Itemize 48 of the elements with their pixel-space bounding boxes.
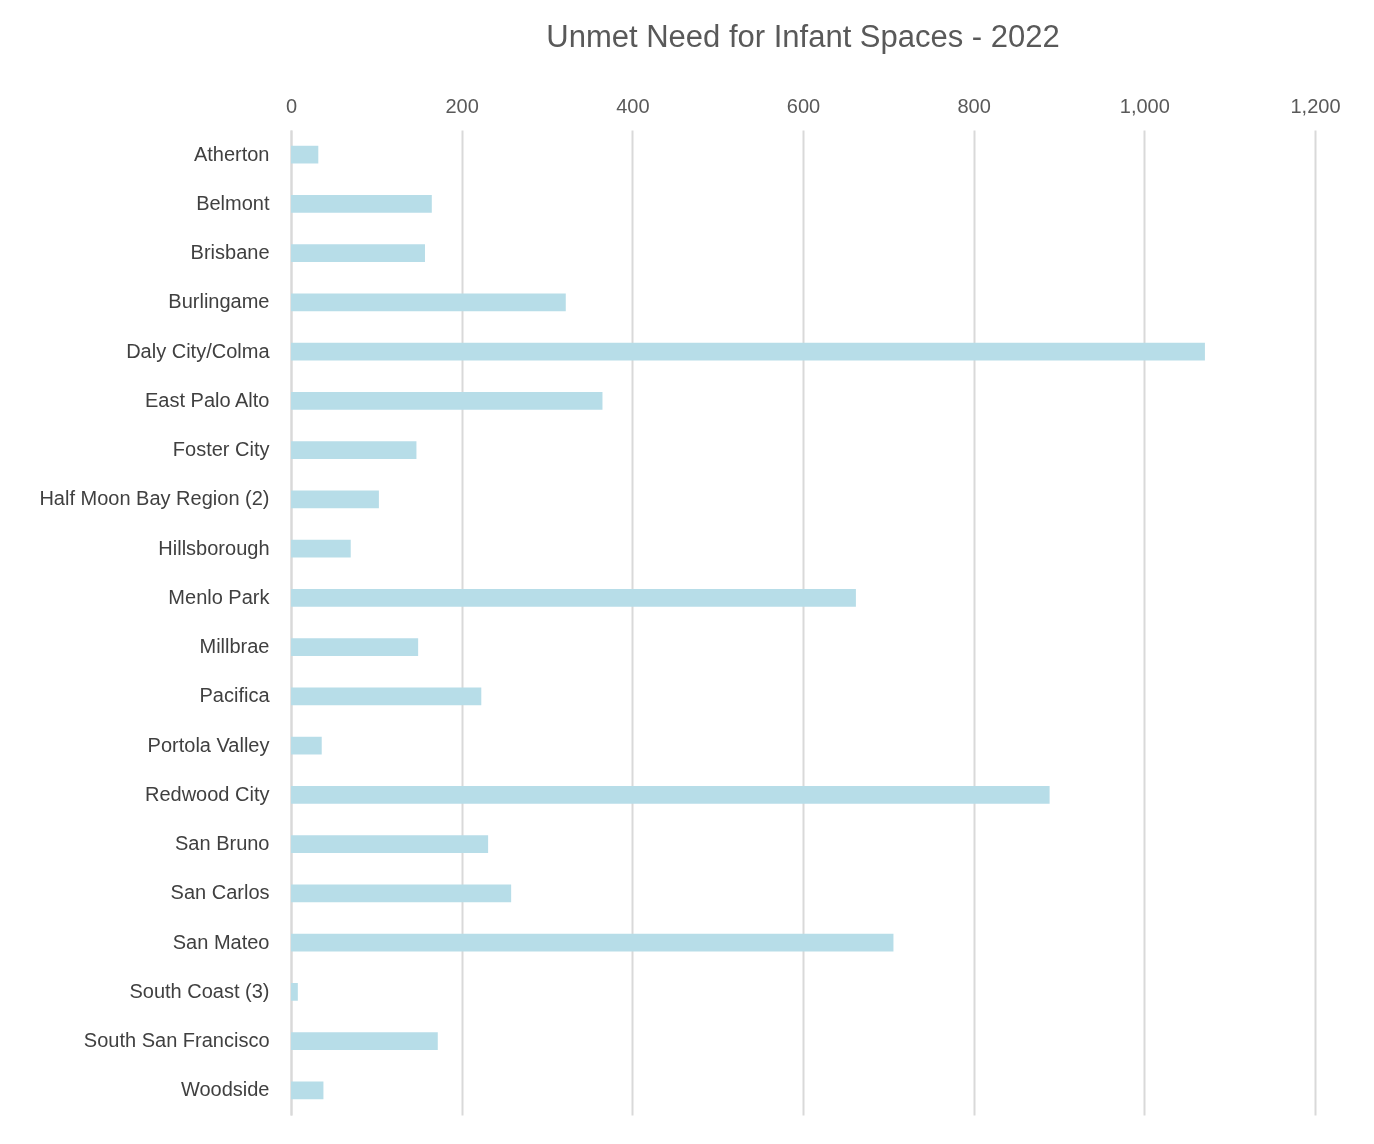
bar — [291, 293, 566, 312]
bar — [291, 786, 1050, 804]
chart-title: Unmet Need for Infant Spaces - 2022 — [546, 19, 1060, 54]
y-tick-label: Daly City/Colma — [126, 339, 271, 362]
bar — [291, 539, 351, 558]
bar — [291, 983, 298, 1001]
x-tick-label: 600 — [786, 94, 821, 117]
x-tick-label: 400 — [616, 94, 650, 117]
bar — [291, 1032, 438, 1050]
bar — [291, 441, 417, 459]
bar — [291, 244, 425, 262]
y-tick-label: Half Moon Bay Region (2) — [39, 487, 270, 510]
y-tick-label: East Palo Alto — [144, 388, 270, 411]
y-tick-label: Belmont — [196, 191, 270, 214]
x-tick-label: 1,200 — [1290, 94, 1341, 117]
y-tick-label: Portola Valley — [147, 733, 270, 756]
y-tick-label: Redwood City — [144, 782, 270, 805]
y-tick-label: Millbrae — [199, 635, 270, 658]
y-tick-label: Pacifica — [199, 684, 271, 707]
y-tick-label: Menlo Park — [168, 585, 271, 608]
bar — [291, 736, 322, 755]
bar — [291, 933, 894, 952]
x-tick-label: 200 — [445, 94, 479, 117]
y-tick-label: San Carlos — [170, 881, 270, 904]
x-tick-label: 800 — [957, 94, 991, 117]
y-tick-label: San Mateo — [172, 930, 270, 953]
bar — [291, 687, 482, 706]
y-tick-label: Burlingame — [168, 290, 270, 313]
y-tick-label: San Bruno — [174, 832, 270, 855]
bar — [291, 835, 489, 853]
bar — [291, 884, 512, 903]
y-tick-label: Atherton — [193, 142, 270, 165]
y-tick-label: South San Francisco — [83, 1029, 270, 1052]
y-tick-label: Woodside — [180, 1078, 270, 1101]
bar — [291, 342, 1205, 361]
bar — [291, 638, 419, 656]
x-tick-label: 0 — [285, 94, 298, 117]
bar — [291, 145, 319, 164]
bar — [291, 1081, 324, 1100]
bar — [291, 195, 432, 213]
y-tick-label: Brisbane — [190, 241, 270, 264]
y-tick-label: South Coast (3) — [129, 979, 270, 1002]
x-tick-label: 1,000 — [1119, 94, 1170, 117]
bar — [291, 392, 603, 410]
y-tick-label: Hillsborough — [158, 536, 270, 559]
bar — [291, 589, 856, 607]
y-tick-label: Foster City — [172, 438, 270, 461]
bar — [291, 490, 379, 509]
